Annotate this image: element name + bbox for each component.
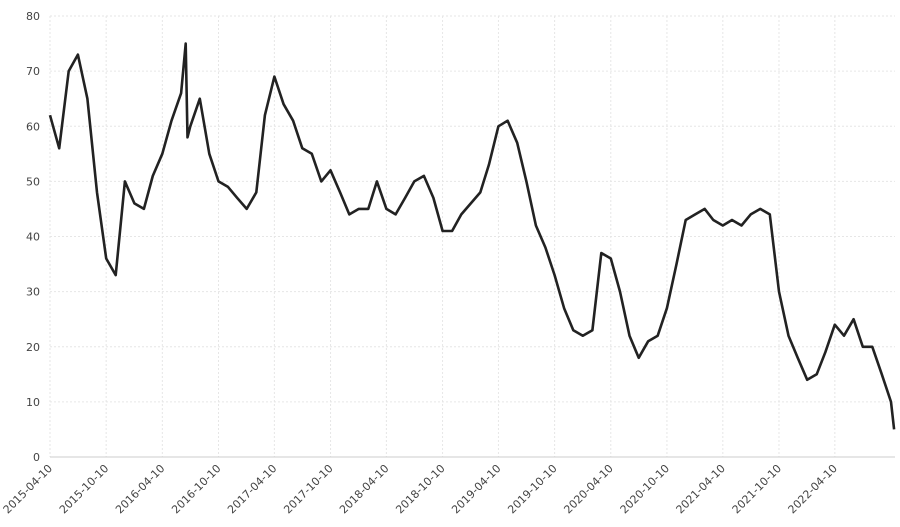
y-tick-label: 70 xyxy=(26,65,40,78)
y-tick-label: 50 xyxy=(26,175,40,188)
line xyxy=(48,42,896,430)
x-tick-label: 2020-04-10 xyxy=(561,462,615,516)
x-tick-label: 2018-10-10 xyxy=(393,462,447,516)
y-tick-label: 20 xyxy=(26,341,40,354)
x-tick-label: 2015-10-10 xyxy=(57,462,111,516)
x-tick-label: 2019-04-10 xyxy=(449,462,503,516)
x-tick-label: 2015-04-10 xyxy=(1,462,55,516)
x-tick-label: 2021-04-10 xyxy=(674,462,728,516)
x-tick-label: 2017-10-10 xyxy=(281,462,335,516)
x-tick-label: 2021-10-10 xyxy=(730,462,784,516)
x-tick-label: 2017-04-10 xyxy=(225,462,279,516)
x-tick-label: 2016-10-10 xyxy=(169,462,223,516)
y-tick-label: 10 xyxy=(26,396,40,409)
y-tick-label: 80 xyxy=(26,10,40,23)
x-tick-label: 2020-10-10 xyxy=(618,462,672,516)
y-tick-label: 0 xyxy=(33,451,40,464)
y-tick-label: 60 xyxy=(26,120,40,133)
x-tick-label: 2022-04-10 xyxy=(786,462,840,516)
x-tick-label: 2016-04-10 xyxy=(113,462,167,516)
x-tick-label: 2018-04-10 xyxy=(337,462,391,516)
y-tick-label: 30 xyxy=(26,286,40,299)
x-tick-label: 2019-10-10 xyxy=(505,462,559,516)
y-tick-label: 40 xyxy=(26,231,40,244)
